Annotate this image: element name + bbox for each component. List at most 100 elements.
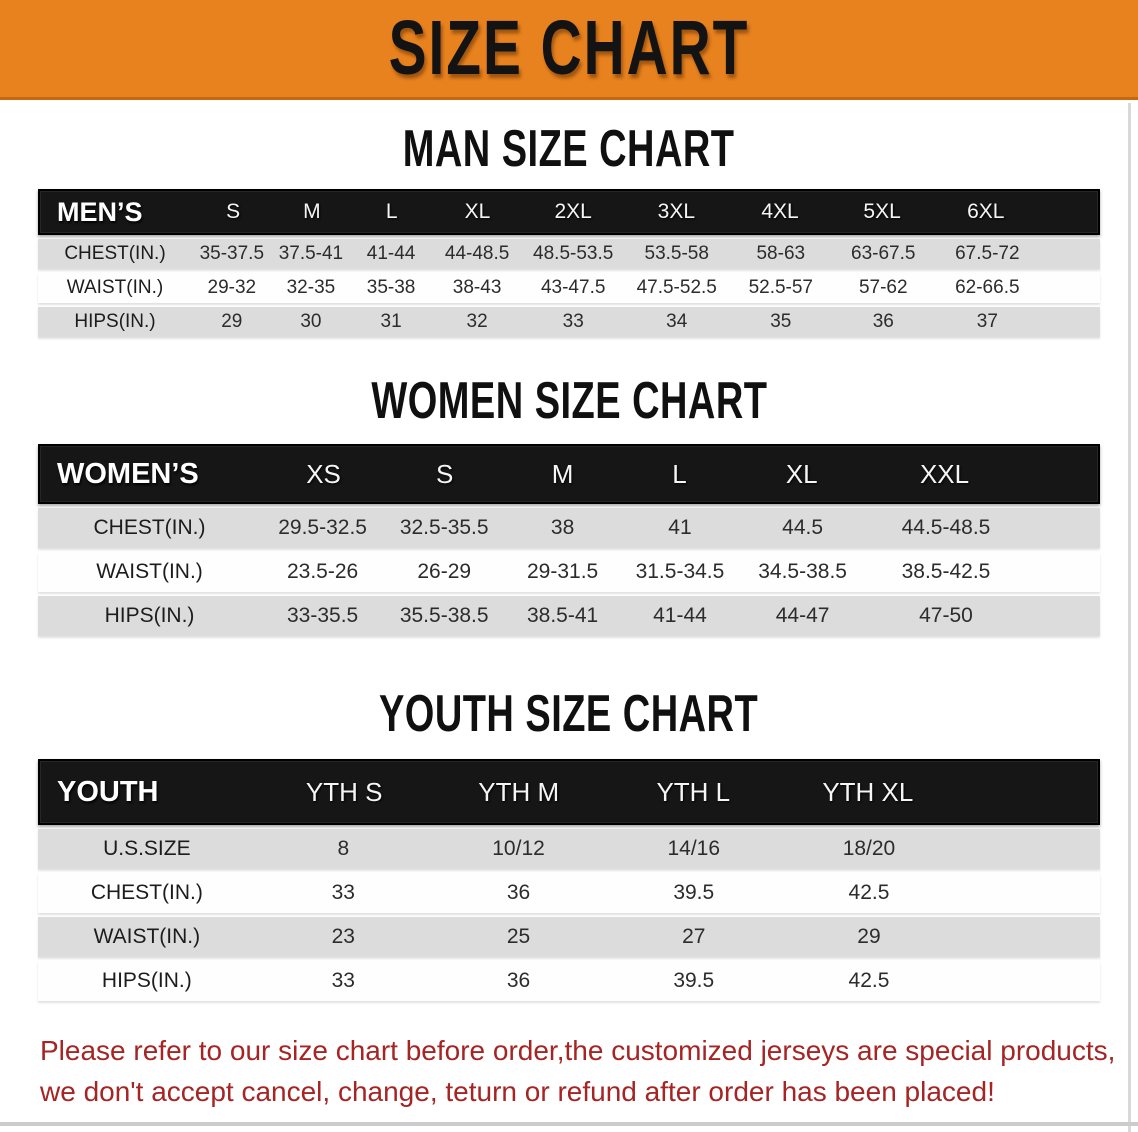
value-cell: 29 bbox=[857, 925, 881, 948]
value-cell: 31 bbox=[380, 311, 402, 332]
value-cell: 37 bbox=[976, 311, 998, 332]
value-cell: 41-44 bbox=[366, 243, 416, 264]
value-cell: 30 bbox=[300, 311, 322, 332]
youth-row-waist: WAIST(IN.) 23 25 27 29 bbox=[38, 917, 1100, 957]
value-cell: 58-63 bbox=[756, 243, 806, 264]
value-cell: 53.5-58 bbox=[644, 243, 709, 264]
value-cell: 36 bbox=[506, 969, 531, 992]
size-header-cell: YTH S bbox=[305, 776, 383, 807]
value-cell: 18/20 bbox=[842, 837, 896, 860]
value-cell: 48.5-53.5 bbox=[533, 243, 614, 264]
men-section: MAN SIZE CHART MEN’S S M L XL 2XL 3XL 4X… bbox=[0, 100, 1138, 337]
value-cell: 32.5-35.5 bbox=[399, 516, 489, 539]
value-cell: 39.5 bbox=[673, 881, 715, 904]
size-header-cell: YTH XL bbox=[822, 776, 914, 807]
size-header-cell: 4XL bbox=[761, 200, 799, 223]
row-label: WAIST(IN.) bbox=[66, 277, 164, 298]
value-cell: 38.5-41 bbox=[526, 604, 599, 627]
size-header-cell: YTH L bbox=[656, 776, 731, 807]
value-cell: 52.5-57 bbox=[748, 277, 814, 298]
row-label: HIPS(IN.) bbox=[101, 969, 192, 992]
women-header-label: WOMEN’S bbox=[57, 457, 199, 490]
value-cell: 35-37.5 bbox=[199, 243, 265, 264]
value-cell: 67.5-72 bbox=[955, 243, 1020, 264]
youth-section-title: YOUTH SIZE CHART bbox=[0, 636, 1138, 759]
value-cell: 37.5-41 bbox=[278, 243, 344, 264]
value-cell: 42.5 bbox=[848, 969, 890, 992]
youth-row-ussize: U.S.SIZE 8 10/12 14/16 18/20 bbox=[38, 829, 1100, 869]
row-label: CHEST(IN.) bbox=[93, 516, 206, 539]
size-header-cell: L bbox=[385, 200, 398, 223]
size-header-cell: XS bbox=[306, 458, 341, 489]
men-row-waist: WAIST(IN.) 29-32 32-35 35-38 38-43 43-47… bbox=[38, 273, 1100, 303]
image-bottom-edge-line bbox=[0, 1122, 1138, 1126]
men-row-chest: CHEST(IN.) 35-37.5 37.5-41 41-44 44-48.5… bbox=[38, 239, 1100, 269]
value-cell: 29-31.5 bbox=[526, 560, 599, 583]
row-label: HIPS(IN.) bbox=[74, 311, 156, 332]
value-cell: 44.5 bbox=[782, 516, 824, 539]
men-section-title: MAN SIZE CHART bbox=[0, 100, 1138, 189]
size-header-cell: S bbox=[435, 458, 454, 489]
value-cell: 27 bbox=[682, 925, 706, 948]
men-header-label: MEN’S bbox=[57, 196, 143, 227]
size-header-cell: XL bbox=[464, 200, 491, 223]
women-row-waist: WAIST(IN.) 23.5-26 26-29 29-31.5 31.5-34… bbox=[38, 552, 1100, 592]
value-cell: 57-62 bbox=[858, 277, 908, 298]
image-right-edge-line bbox=[1128, 103, 1131, 1132]
value-cell: 23 bbox=[331, 925, 355, 948]
disclaimer-line-1: Please refer to our size chart before or… bbox=[40, 1035, 1116, 1066]
value-cell: 31.5-34.5 bbox=[635, 560, 725, 583]
women-section-title: WOMEN SIZE CHART bbox=[0, 337, 1138, 444]
youth-section-title-text: YOUTH SIZE CHART bbox=[379, 685, 759, 743]
row-label: CHEST(IN.) bbox=[90, 881, 203, 904]
value-cell: 47-50 bbox=[919, 604, 973, 627]
value-cell: 35 bbox=[770, 311, 792, 332]
youth-table-header: YOUTH YTH S YTH M YTH L YTH XL bbox=[38, 759, 1100, 825]
value-cell: 33-35.5 bbox=[286, 604, 359, 627]
value-cell: 38 bbox=[550, 516, 575, 539]
size-header-cell: M bbox=[303, 200, 321, 223]
value-cell: 32-35 bbox=[286, 277, 336, 298]
youth-row-hips: HIPS(IN.) 33 36 39.5 42.5 bbox=[38, 961, 1100, 1001]
value-cell: 38.5-42.5 bbox=[901, 560, 991, 583]
size-header-cell: XXL bbox=[919, 458, 970, 489]
size-header-cell: 6XL bbox=[967, 200, 1005, 223]
women-section-title-text: WOMEN SIZE CHART bbox=[370, 372, 768, 430]
men-row-hips: HIPS(IN.) 29 30 31 32 33 34 35 36 37 bbox=[38, 307, 1100, 337]
women-row-chest: CHEST(IN.) 29.5-32.5 32.5-35.5 38 41 44.… bbox=[38, 508, 1100, 548]
size-header-cell: 3XL bbox=[657, 200, 696, 223]
size-header-cell: 2XL bbox=[554, 200, 592, 223]
youth-section: YOUTH SIZE CHART YOUTH YTH S YTH M YTH L… bbox=[0, 636, 1138, 1001]
value-cell: 44-47 bbox=[775, 604, 830, 627]
value-cell: 47.5-52.5 bbox=[636, 277, 717, 298]
row-label: WAIST(IN.) bbox=[96, 560, 203, 583]
value-cell: 8 bbox=[337, 837, 350, 860]
value-cell: 34.5-38.5 bbox=[758, 560, 847, 583]
value-cell: 44-48.5 bbox=[444, 243, 510, 264]
men-table-header: MEN’S S M L XL 2XL 3XL 4XL 5XL 6XL bbox=[38, 189, 1100, 235]
men-size-table: MEN’S S M L XL 2XL 3XL 4XL 5XL 6XL CHEST… bbox=[38, 189, 1100, 337]
value-cell: 25 bbox=[506, 925, 531, 948]
size-header-cell: XL bbox=[785, 458, 818, 489]
size-header-cell: YTH M bbox=[478, 776, 560, 807]
value-cell: 14/16 bbox=[667, 837, 721, 860]
value-cell: 35.5-38.5 bbox=[399, 604, 489, 627]
row-label: CHEST(IN.) bbox=[64, 243, 166, 264]
row-label: WAIST(IN.) bbox=[93, 925, 201, 948]
youth-header-label: YOUTH bbox=[57, 775, 159, 808]
women-table-header: WOMEN’S XS S M L XL XXL bbox=[38, 444, 1100, 504]
value-cell: 36 bbox=[872, 311, 894, 332]
value-cell: 29.5-32.5 bbox=[278, 516, 367, 539]
banner: SIZE CHART bbox=[0, 0, 1138, 100]
size-header-cell: L bbox=[672, 458, 687, 489]
value-cell: 34 bbox=[666, 311, 688, 332]
value-cell: 29 bbox=[221, 311, 243, 332]
value-cell: 10/12 bbox=[492, 837, 545, 860]
women-section: WOMEN SIZE CHART WOMEN’S XS S M L XL XXL… bbox=[0, 337, 1138, 636]
value-cell: 43-47.5 bbox=[540, 277, 606, 298]
row-label: HIPS(IN.) bbox=[104, 604, 195, 627]
value-cell: 29-32 bbox=[207, 277, 257, 298]
value-cell: 63-67.5 bbox=[851, 243, 916, 264]
size-header-cell: M bbox=[551, 458, 574, 489]
disclaimer: Please refer to our size chart before or… bbox=[40, 1031, 1116, 1112]
